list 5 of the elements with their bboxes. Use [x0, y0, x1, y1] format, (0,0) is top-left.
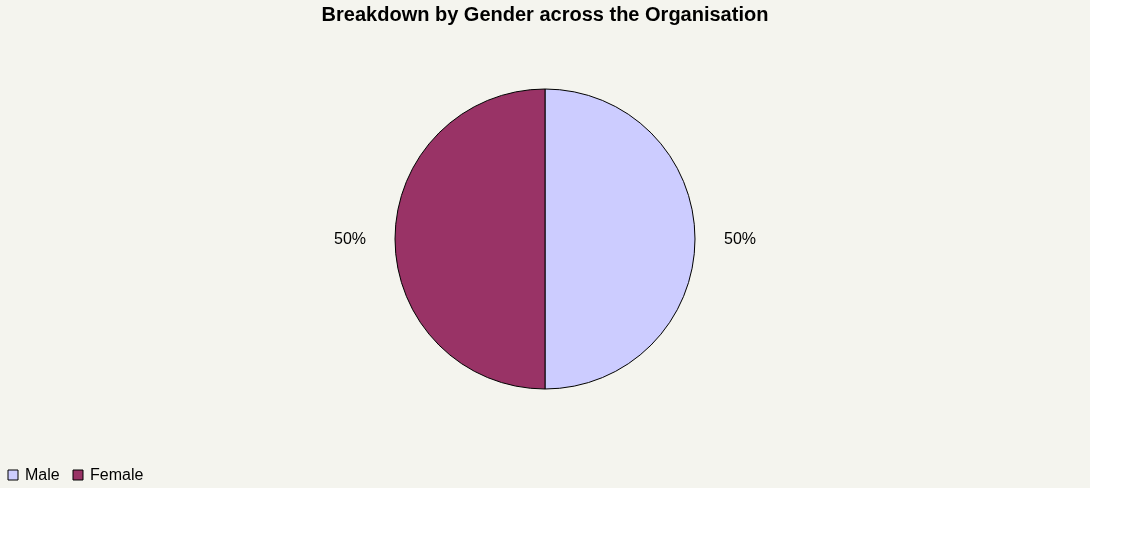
chart-title: Breakdown by Gender across the Organisation — [321, 3, 769, 25]
legend-label: Female — [90, 466, 144, 483]
data-label: 50% — [333, 230, 367, 247]
legend-label: Male — [25, 466, 60, 483]
data-label: 50% — [723, 230, 757, 247]
